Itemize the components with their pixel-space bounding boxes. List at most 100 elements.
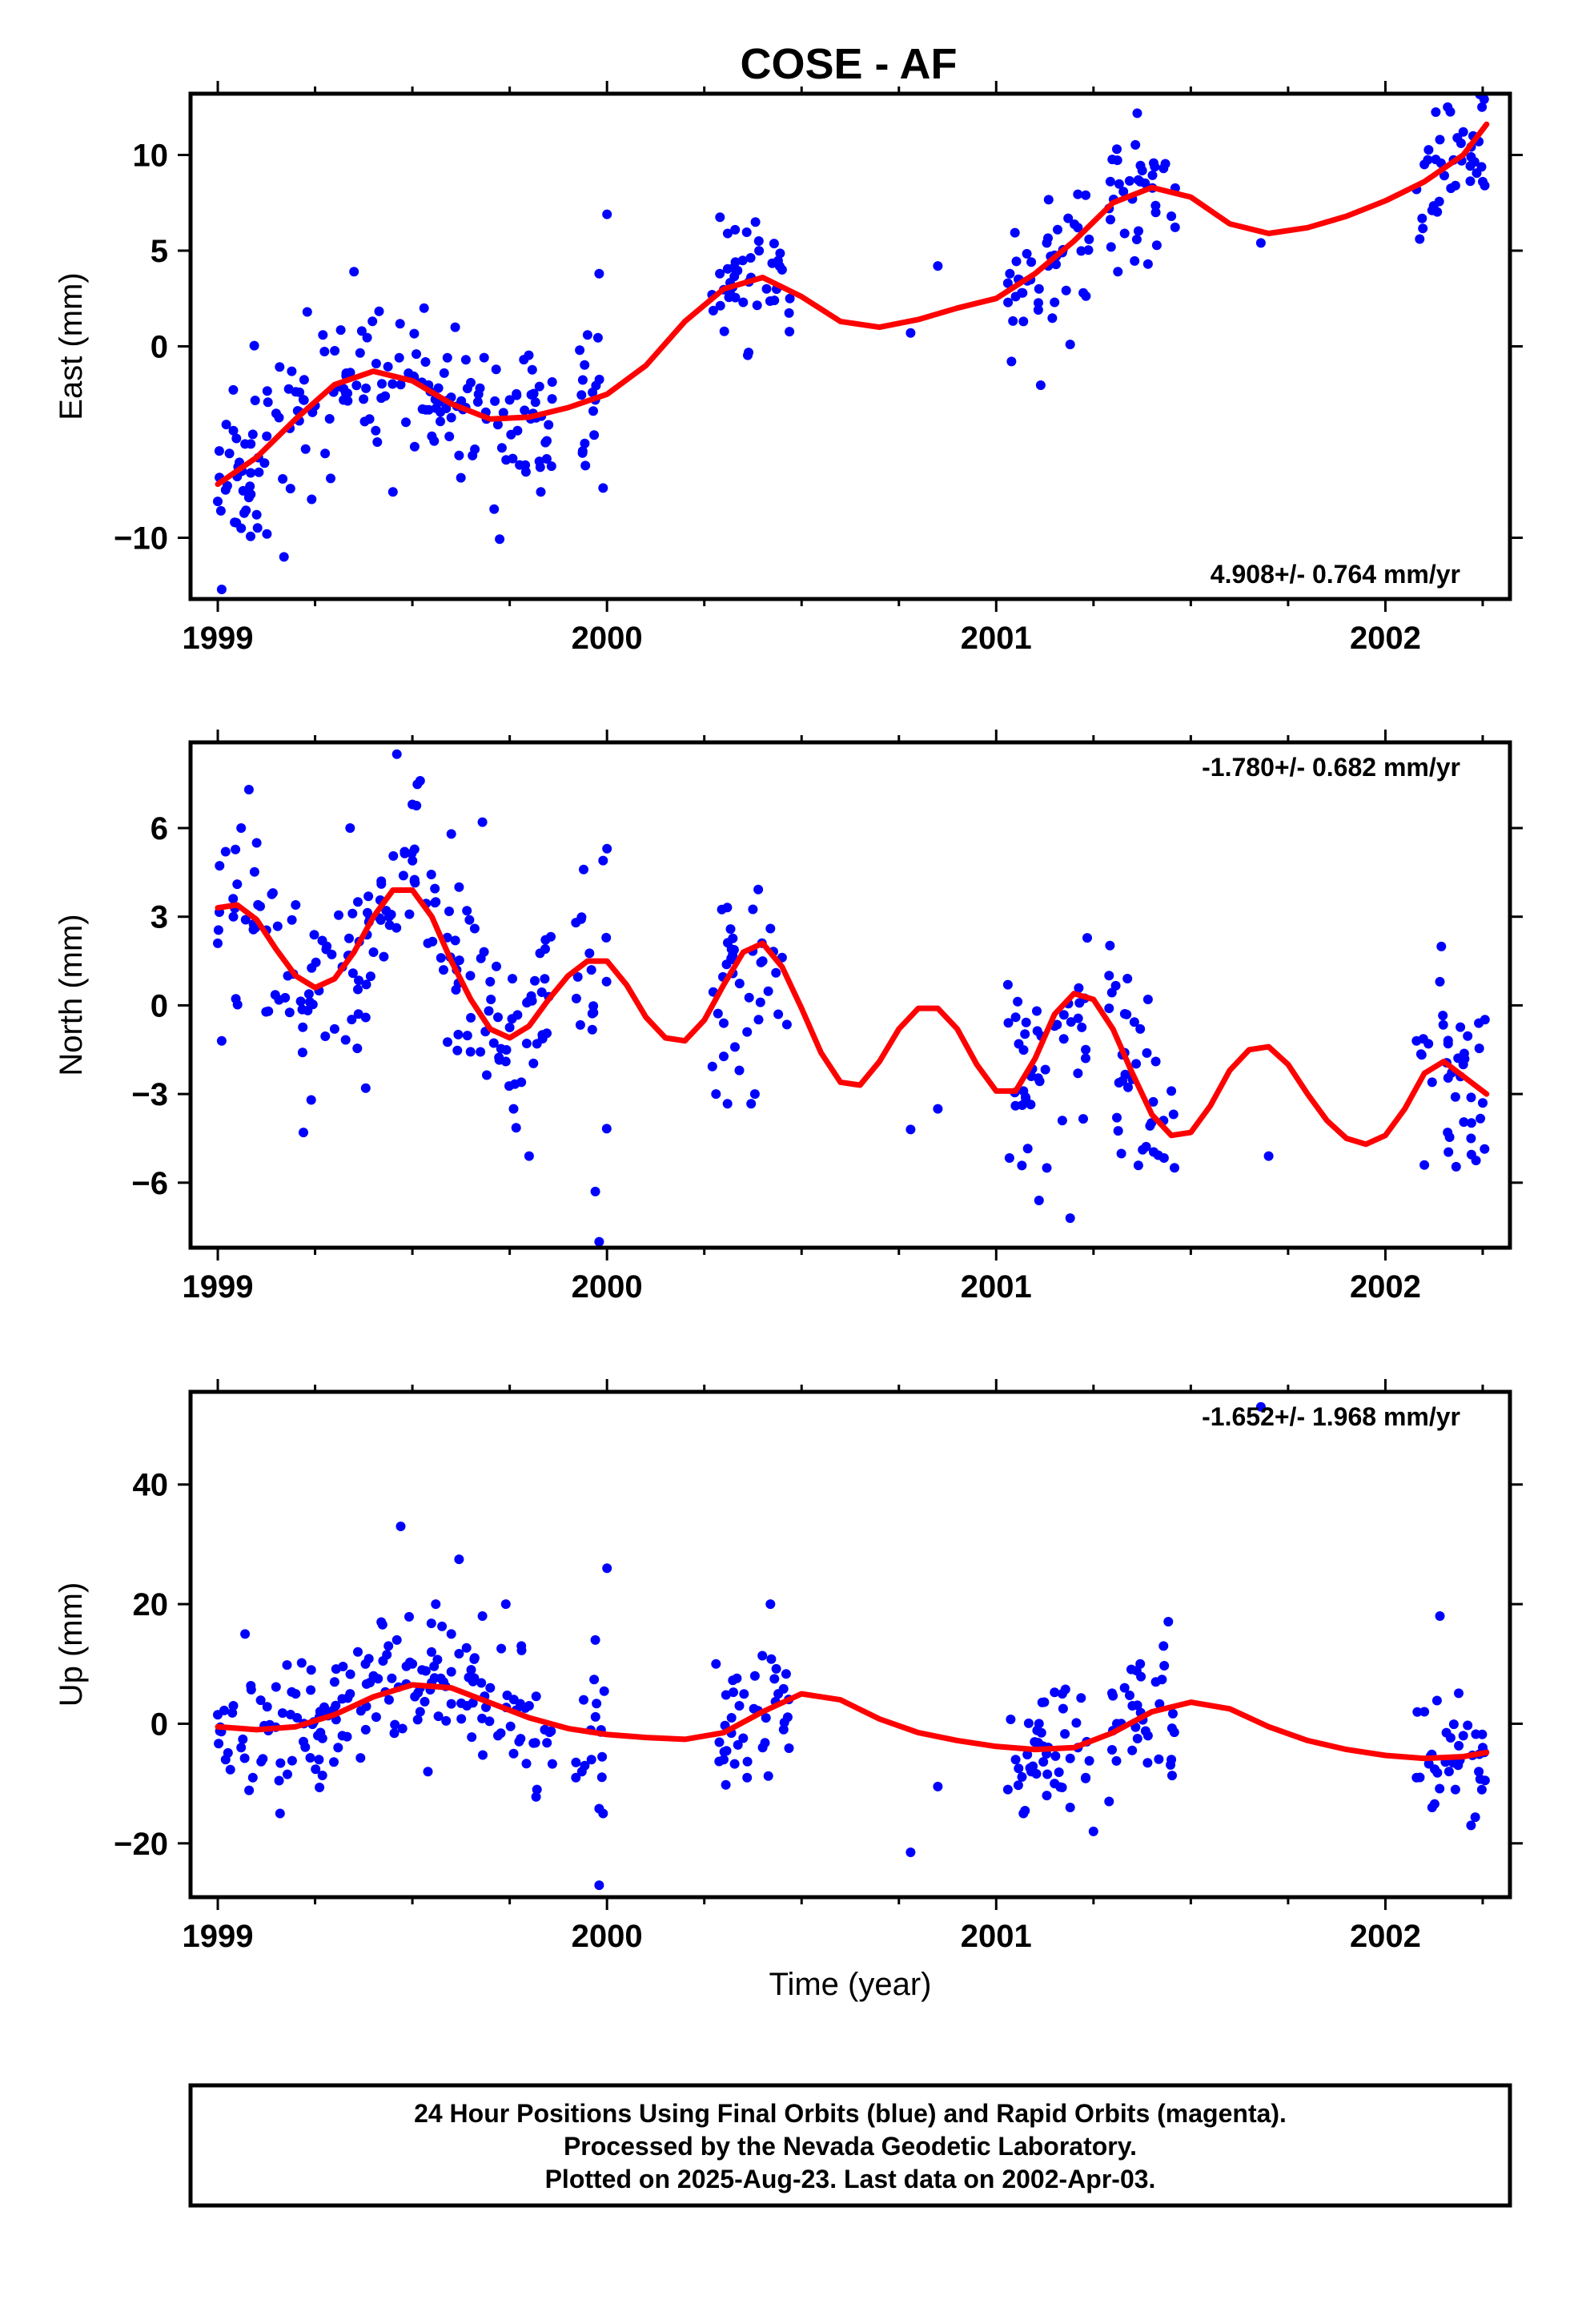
east-point [263,397,273,408]
north-point [1148,1096,1158,1107]
north-point [601,1124,612,1134]
north-point [1419,1160,1430,1170]
up-point [1010,1755,1021,1765]
east-point [439,368,449,378]
up-point [331,1700,341,1711]
north-point [542,1028,552,1039]
north-point [763,986,773,996]
up-point [599,1686,609,1696]
east-point [1083,245,1094,255]
up-point [905,1848,916,1857]
east-point [577,448,588,458]
east-point [1002,278,1013,288]
up-x-tick-label: 2001 [961,1919,1032,1954]
up-point [1127,1701,1138,1711]
up-point [485,1683,496,1693]
north-point [347,908,358,919]
east-point [542,436,552,446]
east-point [1439,171,1449,181]
footer-frame [188,2083,1512,2208]
east-point [730,257,741,267]
north-point [465,1047,476,1057]
east-point [535,462,545,472]
east-point [1130,255,1140,266]
east-point [279,552,289,562]
east-point [1106,242,1116,252]
north-point [303,989,314,999]
north-point [742,1027,753,1037]
north-point [1073,1068,1083,1079]
east-point [228,384,239,395]
up-point [1477,1729,1488,1739]
north-point [722,1099,733,1109]
north-point [905,1124,916,1135]
up-x-tick-label: 1999 [183,1919,254,1954]
east-point [504,395,515,405]
north-y-axis-label: North (mm) [54,914,89,1076]
up-point [1013,1780,1023,1791]
north-model-curve [215,887,1490,1148]
east-point [238,485,248,496]
north-point [452,1045,463,1055]
up-point [333,1743,343,1753]
north-point [587,1008,597,1019]
east-point [575,345,585,356]
up-point [420,1666,431,1676]
east-point [262,431,272,441]
east-point [371,425,381,436]
north-point [353,1009,363,1019]
north-point [1073,1013,1083,1023]
north-point [1017,1100,1027,1110]
north-point [404,909,415,919]
up-point [516,1641,527,1651]
up-point [594,1880,604,1891]
up-point [1076,1693,1086,1703]
north-point [1116,1148,1126,1159]
north-point [352,1043,363,1054]
north-point [511,1123,521,1133]
north-point [249,866,259,877]
east-point [1423,145,1434,155]
east-point [1047,313,1058,324]
north-point [1082,933,1092,943]
north-rate-label: -1.780+/- 0.682 mm/yr [1202,753,1460,782]
north-point [721,959,732,970]
up-point [1018,1808,1029,1819]
east-point [299,375,309,385]
east-point [1022,248,1032,259]
north-point [1133,1160,1143,1171]
east-point [318,330,328,340]
north-point [446,829,456,839]
north-point [344,933,354,943]
up-point [1166,1755,1177,1765]
east-point [362,332,372,343]
up-point [315,1783,325,1792]
north-point [601,932,612,943]
east-point [1415,234,1425,244]
east-point [1112,144,1122,155]
east-point [541,454,552,464]
east-point [1010,292,1021,302]
north-point [508,974,517,984]
north-point [353,897,363,907]
north-point [1057,1116,1067,1126]
up-point [240,1629,251,1639]
east-point [349,267,359,277]
up-point [227,1707,238,1718]
north-point [719,1051,729,1062]
east-point [1135,176,1146,187]
up-point [540,1724,550,1735]
north-point [1480,1144,1490,1154]
north-point [213,938,223,948]
north-point [347,968,358,979]
north-point [408,855,418,866]
up-point [784,1743,794,1753]
north-point [453,1029,464,1039]
north-point [236,823,247,833]
east-point [220,485,231,495]
east-point [536,487,546,497]
east-point [1051,259,1061,270]
up-point [1169,1727,1179,1738]
east-point [547,394,557,404]
up-point [1127,1745,1138,1755]
